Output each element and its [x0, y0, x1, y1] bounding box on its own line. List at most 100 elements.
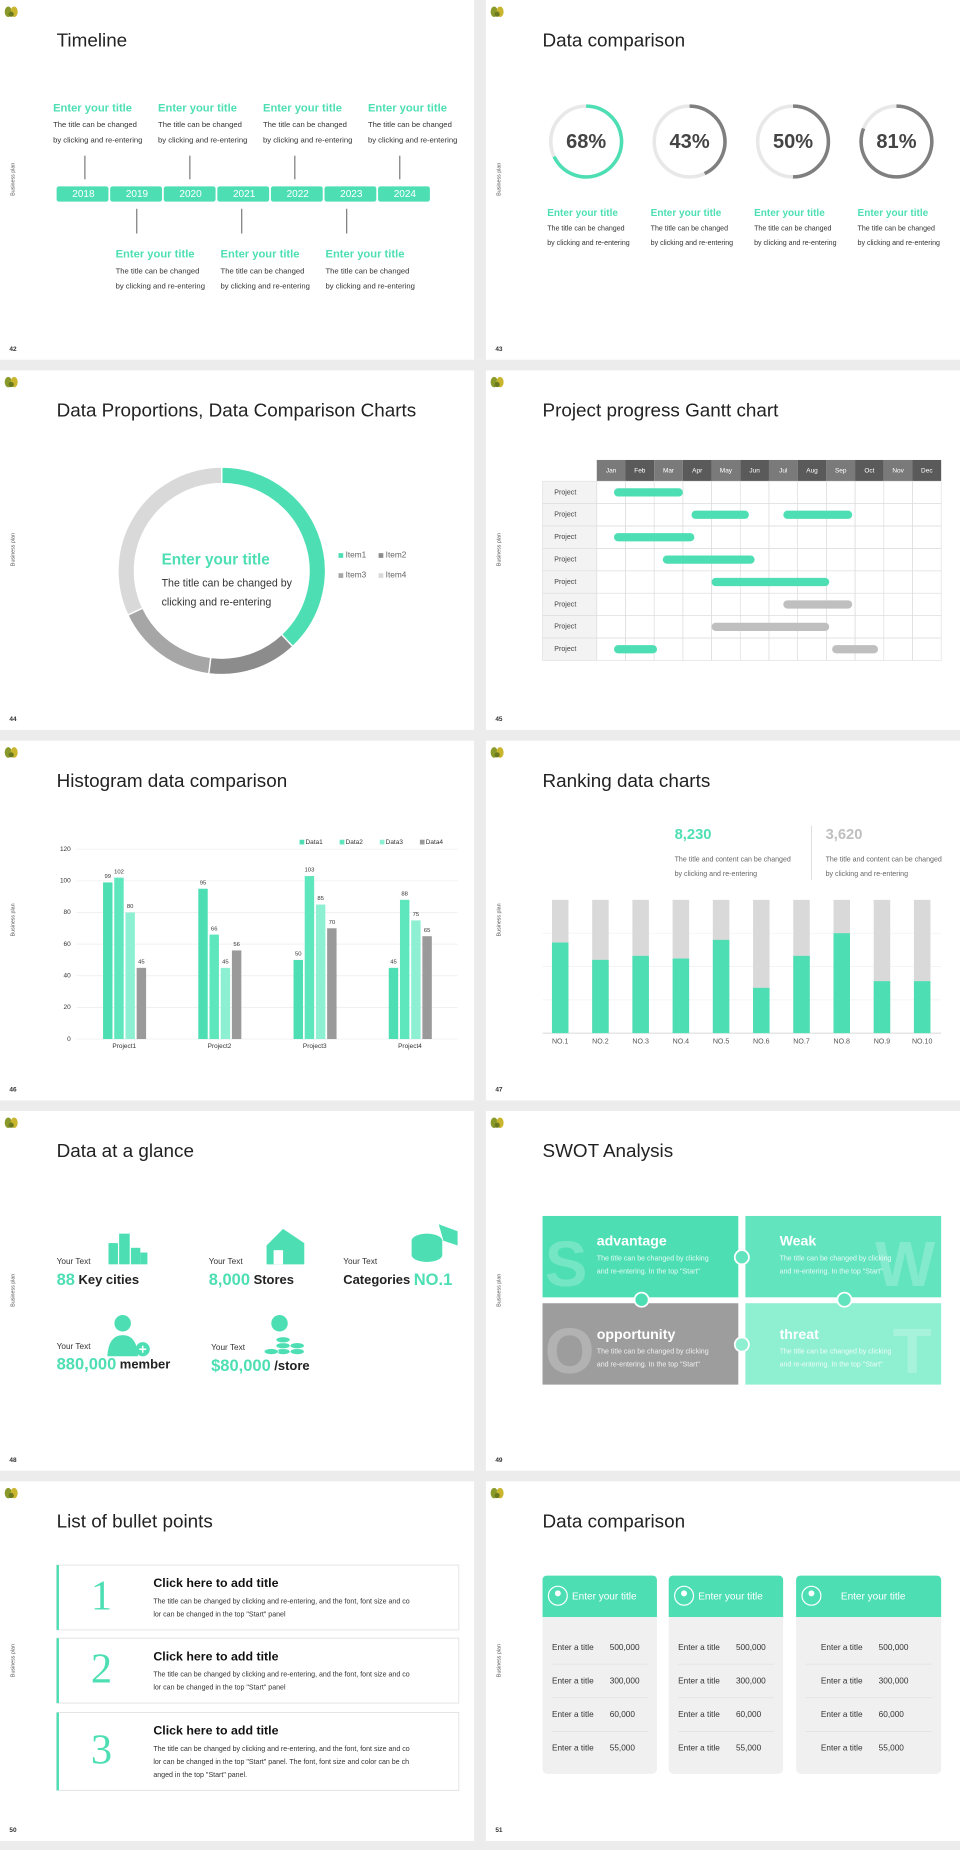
swot-title: opportunity: [597, 1326, 676, 1342]
legend-swatch: [419, 839, 425, 845]
bar: [136, 967, 147, 1040]
stat-desc: by clicking and re-entering: [826, 871, 909, 878]
y-tick-label: 0: [67, 1036, 71, 1043]
bullet-box: [56, 1712, 460, 1791]
swot-desc: The title can be changed by clicking: [597, 1348, 709, 1355]
logo: [8, 752, 14, 758]
swot-desc: and re-entering. In the top "Start": [597, 1361, 701, 1368]
month-header: [711, 459, 741, 482]
ring-arc: [859, 104, 934, 179]
icon-part: [263, 1348, 279, 1356]
data-label: 95: [200, 880, 207, 886]
slide: Business plan 49 SWOT Analysis S W O Tadvantag…: [485, 1110, 960, 1471]
item-desc: by clicking and re-entering: [368, 135, 457, 144]
item-title: Enter your title: [263, 102, 342, 114]
month-header: [596, 459, 626, 482]
icon-part: [114, 1315, 131, 1332]
puzzle-knob: [733, 1249, 750, 1266]
bar: [632, 955, 649, 1034]
slide-title: Ranking data charts: [543, 770, 711, 791]
puzzle-knob: [836, 1291, 853, 1308]
year-label: 2019: [126, 189, 149, 200]
center-title: Enter your title: [162, 551, 270, 568]
gantt-bar: [711, 577, 830, 587]
item-value: Categories NO.1: [343, 1271, 452, 1289]
legend-label: Item4: [386, 571, 407, 580]
x-tick-label: Project3: [303, 1043, 327, 1050]
item-desc: The title can be changed: [326, 266, 410, 275]
row-label: Enter a title: [821, 1643, 863, 1652]
gantt-bar: [691, 510, 749, 519]
swot-desc: and re-entering. In the top "Start": [780, 1268, 884, 1275]
ring-value: 43%: [670, 131, 710, 153]
icon-part: [273, 1250, 284, 1265]
side-label: Business plan: [10, 533, 16, 566]
bullet-accent: [56, 1638, 59, 1704]
x-tick-label: Project4: [398, 1043, 422, 1050]
month-label: Jul: [779, 467, 787, 474]
slide: Business plan 44 Data Proportions, Data Co…: [0, 370, 475, 731]
swot-piece: [745, 1303, 942, 1385]
row-label: Project: [554, 534, 576, 541]
bullet-desc: lor can be changed in the top "Start" pa…: [153, 1759, 409, 1766]
item-desc: by clicking and re-entering: [326, 282, 415, 291]
slide: Business plan 46 Histogram data comparison…: [0, 740, 475, 1101]
item-prefix: Categories: [343, 1272, 410, 1287]
x-tick-label: Project1: [112, 1043, 136, 1050]
month-header: [682, 459, 712, 482]
row-label: Enter a title: [678, 1643, 720, 1652]
swot-desc: and re-entering. In the top "Start": [597, 1268, 701, 1275]
row-label: Project: [554, 646, 576, 653]
item-value: 8,000 Stores: [209, 1271, 294, 1289]
month-label: May: [720, 467, 733, 474]
icons: [107, 1224, 458, 1357]
item-title: Enter your title: [53, 102, 132, 114]
item-title: Enter your title: [158, 102, 237, 114]
x-tick-label: NO.7: [793, 1038, 810, 1045]
center-desc: The title can be changed by: [162, 578, 293, 590]
month-header: [826, 459, 856, 482]
legend-swatch: [378, 553, 384, 558]
grid-cell: [912, 637, 942, 661]
slide-title: Histogram data comparison: [57, 770, 288, 791]
item-desc: The title can be changed: [158, 120, 242, 129]
bullet-desc: lor can be changed in the top "Start" pa…: [153, 1685, 286, 1692]
item-desc: by clicking and re-entering: [53, 135, 142, 144]
item-desc: The title can be changed: [651, 226, 728, 233]
year-segment: [110, 186, 162, 202]
data-label: 99: [104, 874, 111, 880]
page-number: 44: [9, 716, 17, 723]
card-title: Enter your title: [841, 1592, 906, 1603]
item-value: $80,000/store: [211, 1357, 310, 1375]
item-title: Enter your title: [326, 249, 405, 261]
item-number: NO.1: [414, 1271, 453, 1289]
bar: [712, 939, 730, 1034]
bar: [209, 934, 219, 1040]
side-label: Business plan: [496, 1274, 502, 1307]
swot-desc: and re-entering. In the top "Start": [780, 1361, 884, 1368]
data-label: 103: [305, 868, 316, 874]
card-title: Enter your title: [572, 1592, 637, 1603]
icon-part: [289, 1342, 305, 1350]
slide-background: [0, 0, 475, 360]
slide-background: [485, 0, 960, 360]
bar: [422, 936, 432, 1040]
side-label: Business plan: [10, 1274, 16, 1307]
y-tick-label: 20: [64, 1004, 72, 1011]
legend-label: Data2: [346, 839, 364, 846]
icon-part: [107, 1335, 138, 1357]
item-label: Your Text: [57, 1342, 92, 1351]
item-number: 880,000: [57, 1356, 117, 1374]
card-body: [668, 1575, 784, 1774]
data-label: 45: [222, 960, 229, 966]
item-desc: by clicking and re-entering: [651, 240, 734, 247]
side-label: Business plan: [10, 1644, 16, 1677]
x-tick-label: NO.5: [713, 1038, 730, 1045]
item-number: 88: [57, 1271, 75, 1289]
logo: [494, 11, 500, 17]
bar: [833, 933, 850, 1034]
item-label: Your Text: [209, 1257, 244, 1266]
row-value: 60,000: [879, 1710, 905, 1719]
bar: [103, 882, 113, 1040]
